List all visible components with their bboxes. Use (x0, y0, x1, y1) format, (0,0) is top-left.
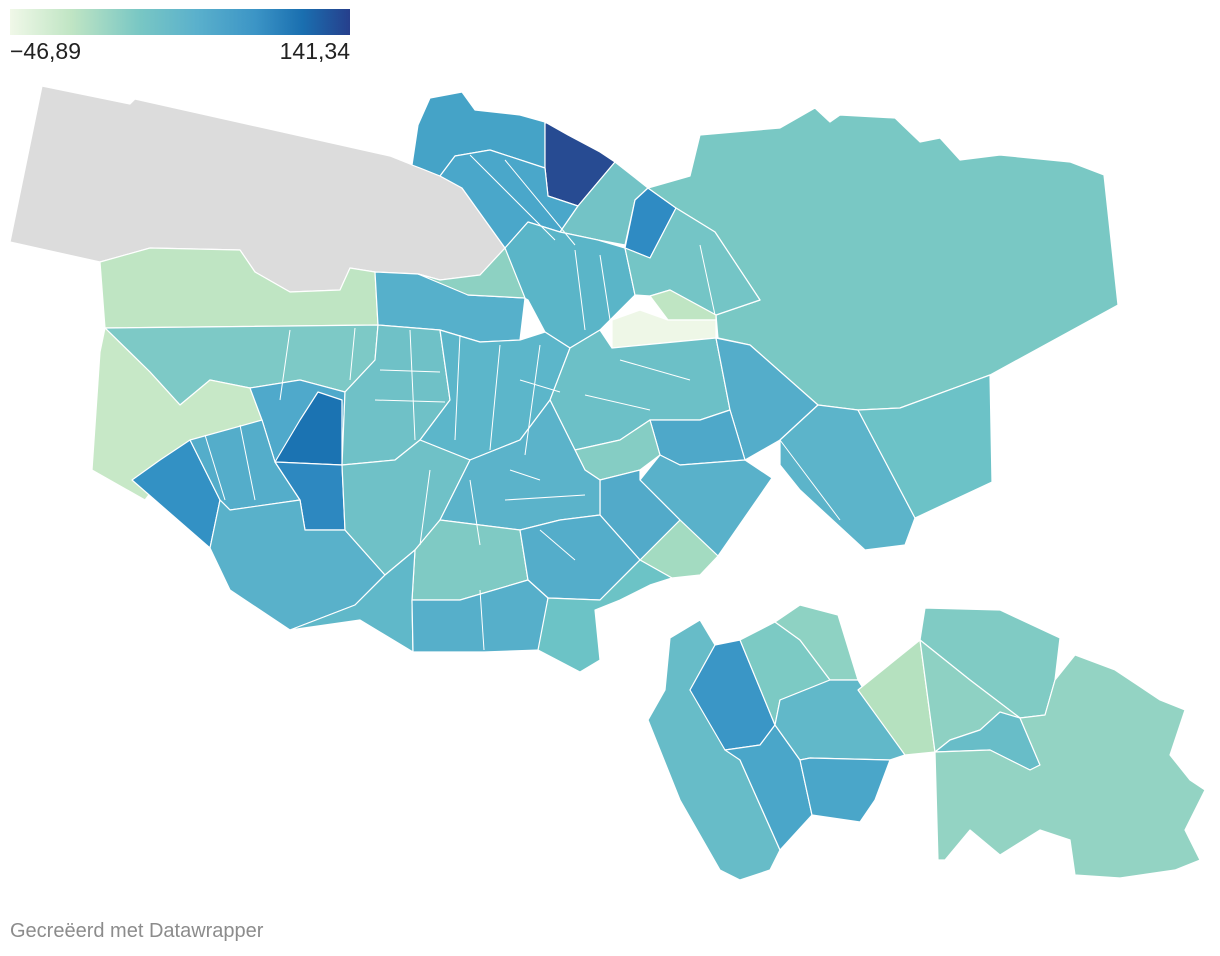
region-se-big[interactable] (934, 654, 1206, 879)
region-north-inner-b[interactable] (624, 207, 761, 316)
region-sw-10[interactable] (537, 559, 673, 673)
color-legend: −46,89 141,34 (10, 9, 350, 68)
region-east-mid-b[interactable] (857, 374, 993, 519)
region-north-pale[interactable] (649, 289, 717, 321)
legend-max-label: 141,34 (279, 38, 350, 64)
legend-labels: −46,89 141,34 (10, 38, 350, 68)
region-sw-8[interactable] (289, 549, 416, 653)
region-se-7[interactable] (799, 757, 891, 823)
datawrapper-credit: Gecreëerd met Datawrapper (10, 920, 264, 942)
region-west-green-b[interactable] (417, 247, 526, 299)
legend-gradient-bar (10, 9, 350, 35)
legend-min-label: −46,89 (10, 38, 81, 64)
